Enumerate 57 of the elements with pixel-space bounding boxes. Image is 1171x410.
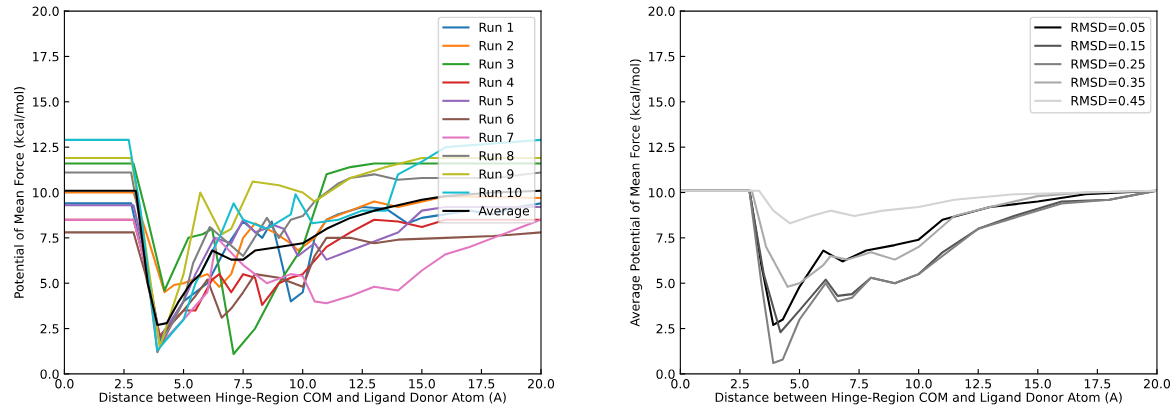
y-tick-label: 2.5 bbox=[656, 324, 675, 334]
legend-label: RMSD=0.05 bbox=[1071, 22, 1145, 32]
x-axis-title: Distance between Hinge-Region COM and Ligand Donor Atom (A) bbox=[99, 392, 506, 405]
y-tick-label: 15.0 bbox=[649, 97, 675, 107]
x-tick-label: 12.5 bbox=[965, 379, 992, 389]
y-tick-label: 12.5 bbox=[649, 142, 675, 153]
y-tick-label: 10.0 bbox=[649, 187, 675, 198]
y-tick-label: 0.0 bbox=[656, 369, 675, 379]
legend-label: RMSD=0.25 bbox=[1071, 59, 1145, 69]
y-tick-label: 17.5 bbox=[33, 52, 59, 62]
x-tick-label: 20.0 bbox=[1143, 379, 1171, 389]
y-tick-label: 5.0 bbox=[40, 278, 59, 289]
y-tick-label: 7.5 bbox=[40, 233, 59, 243]
y-tick-label: 10.0 bbox=[33, 187, 59, 198]
y-tick-label: 17.5 bbox=[649, 52, 675, 62]
legend-label: Run 7 bbox=[479, 132, 514, 143]
x-tick-label: 7.5 bbox=[234, 379, 252, 389]
y-tick-label: 20.0 bbox=[32, 6, 59, 16]
y-tick-label: 2.5 bbox=[40, 324, 59, 334]
legend-label: Run 5 bbox=[479, 96, 514, 106]
x-tick-label: 2.5 bbox=[114, 379, 133, 389]
x-tick-label: 2.5 bbox=[730, 379, 749, 389]
legend-label: Run 2 bbox=[479, 40, 514, 51]
y-tick-label: 15.0 bbox=[33, 97, 59, 107]
legend-label: RMSD=0.45 bbox=[1071, 95, 1145, 106]
y-tick-label: 7.5 bbox=[656, 233, 675, 243]
legend-label: Run 1 bbox=[479, 22, 514, 32]
y-tick-label: 20.0 bbox=[648, 6, 675, 16]
y-tick-label: 5.0 bbox=[656, 278, 675, 289]
x-tick-label: 15.0 bbox=[1025, 379, 1051, 389]
x-tick-label: 5.0 bbox=[174, 379, 193, 389]
legend-label: Run 9 bbox=[479, 169, 514, 179]
y-axis-title: Potential of Mean Force (kcal/mol) bbox=[14, 87, 26, 298]
x-tick-label: 17.5 bbox=[468, 379, 495, 389]
x-axis-title: Distance between Hinge-Region COM and Ligand Donor Atom (A) bbox=[715, 392, 1122, 405]
legend-label: Run 3 bbox=[479, 59, 514, 69]
legend-label: Average bbox=[478, 206, 530, 218]
x-tick-label: 7.5 bbox=[850, 379, 868, 389]
legend-label: Run 4 bbox=[479, 77, 514, 88]
legend-label: Run 10 bbox=[479, 187, 522, 198]
x-tick-label: 5.0 bbox=[790, 379, 809, 389]
x-tick-label: 12.5 bbox=[349, 379, 376, 389]
legend-label: RMSD=0.15 bbox=[1071, 40, 1145, 51]
x-tick-label: 10.0 bbox=[906, 379, 932, 389]
x-tick-label: 0.0 bbox=[671, 379, 690, 389]
legend-label: RMSD=0.35 bbox=[1071, 77, 1145, 88]
x-tick-label: 17.5 bbox=[1084, 379, 1111, 389]
line-series bbox=[680, 189, 1157, 225]
y-tick-label: 0.0 bbox=[40, 369, 59, 379]
legend-label: Run 8 bbox=[479, 150, 514, 161]
x-tick-label: 0.0 bbox=[55, 379, 74, 389]
x-tick-label: 20.0 bbox=[528, 379, 555, 389]
x-tick-label: 15.0 bbox=[409, 379, 435, 389]
y-axis-title: Average Potential of Mean Force (kcal/mol) bbox=[630, 59, 643, 327]
legend-label: Run 6 bbox=[479, 114, 514, 124]
x-tick-label: 10.0 bbox=[290, 379, 316, 389]
y-tick-label: 12.5 bbox=[33, 142, 59, 153]
